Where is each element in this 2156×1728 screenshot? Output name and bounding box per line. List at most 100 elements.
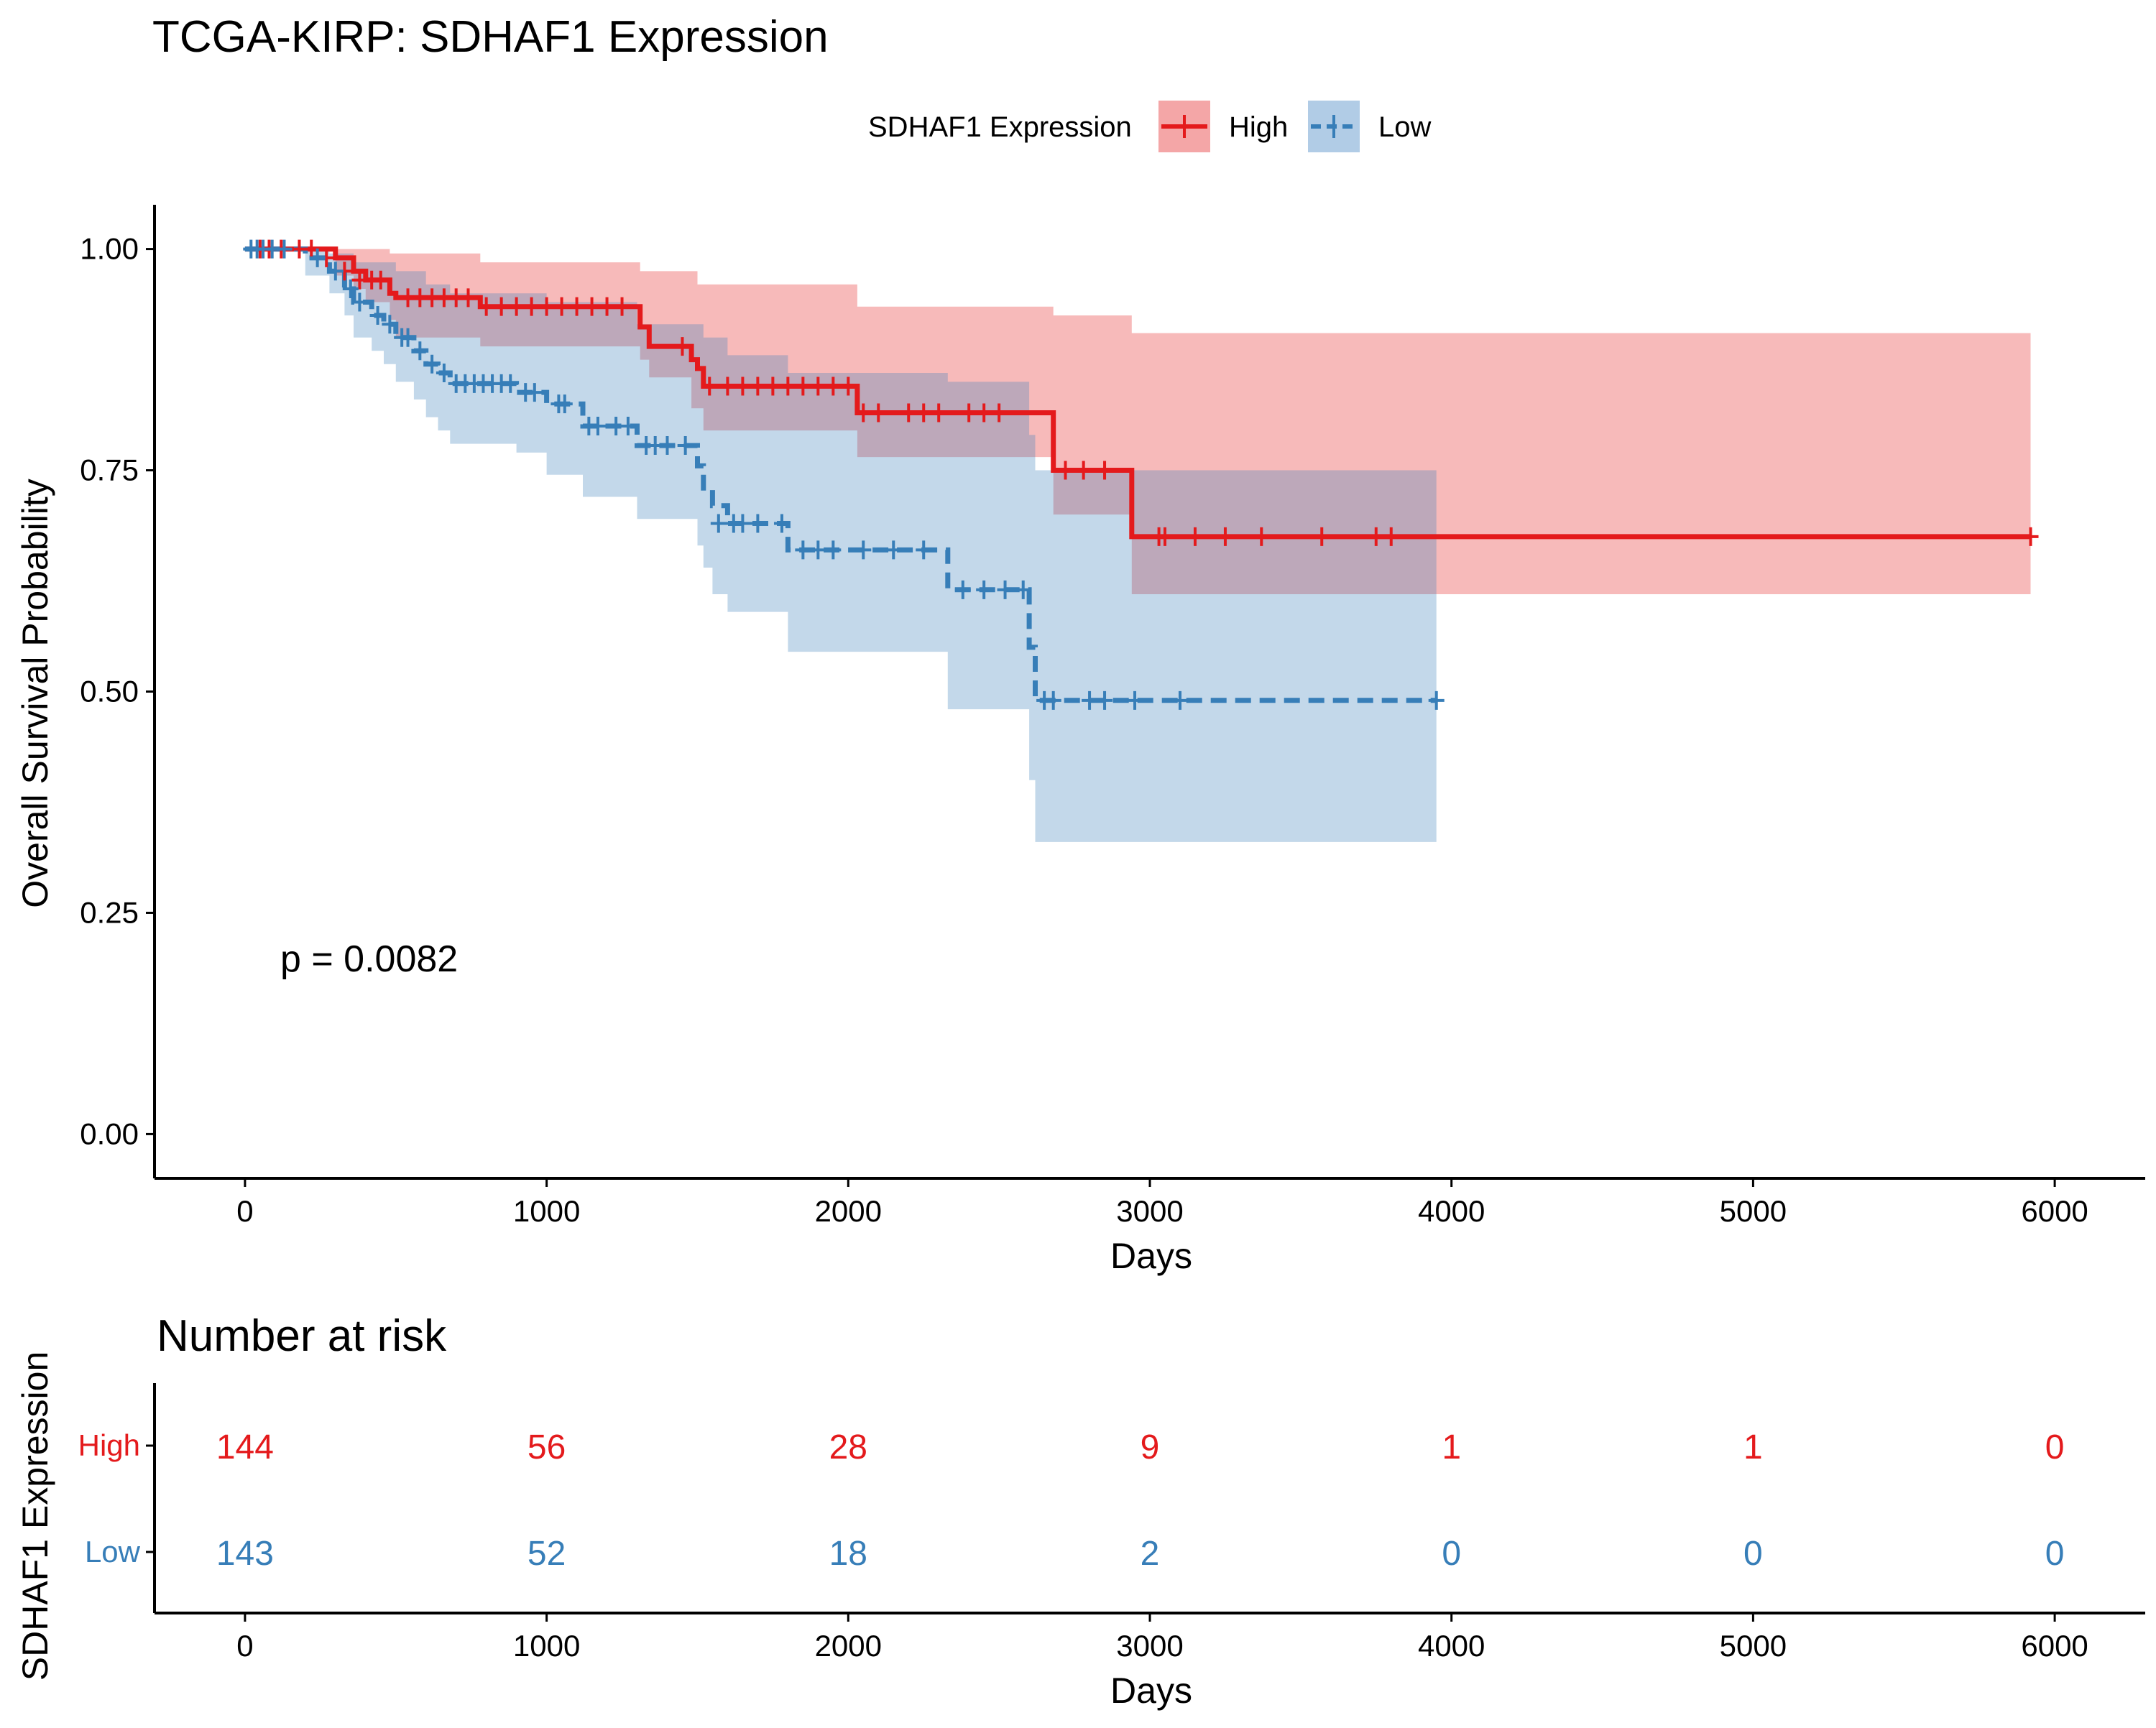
censor-mark-low	[885, 540, 902, 560]
risk-row-label-high: High	[78, 1428, 140, 1462]
censor-mark-high	[1187, 527, 1203, 546]
censor-mark-high	[1156, 527, 1173, 546]
censor-mark-low	[1171, 690, 1188, 710]
risk-table-y-label: SDHAF1 Expression	[15, 1352, 55, 1681]
x-tick-label: 2000	[815, 1194, 882, 1228]
risk-count-high: 1	[1442, 1428, 1461, 1466]
censor-mark-low	[1428, 690, 1445, 710]
censor-mark-high	[976, 403, 992, 422]
y-tick-label: 0.25	[80, 895, 139, 929]
censor-mark-high	[840, 376, 857, 396]
risk-count-high: 0	[2045, 1428, 2065, 1466]
censor-mark-high	[460, 288, 476, 308]
x-tick-label: 3000	[1116, 1194, 1183, 1228]
censor-mark-low	[659, 436, 676, 456]
censor-mark-high	[734, 376, 751, 396]
risk-count-high: 28	[829, 1428, 867, 1466]
risk-x-tick-label: 6000	[2021, 1629, 2088, 1663]
censor-mark-high	[810, 376, 826, 396]
censor-mark-low	[526, 383, 543, 402]
censor-mark-high	[584, 297, 600, 316]
risk-count-high: 1	[1743, 1428, 1763, 1466]
censor-mark-low	[351, 292, 368, 312]
risk-count-low: 0	[1442, 1535, 1461, 1573]
y-tick-label: 0.00	[80, 1117, 139, 1150]
censor-mark-high	[1097, 461, 1113, 480]
censor-mark-low	[502, 374, 519, 393]
x-tick-label: 6000	[2021, 1194, 2088, 1228]
y-axis-label: Overall Survival Probability	[15, 479, 55, 907]
censor-mark-high	[780, 376, 796, 396]
censor-mark-high	[372, 270, 389, 290]
censor-mark-low	[825, 540, 842, 560]
censor-mark-low	[710, 514, 727, 533]
censor-mark-low	[369, 305, 386, 325]
censor-mark-low	[327, 262, 344, 281]
risk-count-high: 56	[528, 1428, 566, 1466]
censor-mark-high	[674, 337, 691, 356]
censor-mark-low	[309, 248, 326, 267]
censor-mark-high	[1075, 461, 1092, 480]
censor-mark-low	[1097, 690, 1113, 710]
censor-mark-high	[553, 297, 570, 316]
legend: SDHAF1 Expression High Low	[868, 101, 1431, 152]
censor-mark-low	[1015, 580, 1031, 599]
censor-mark-low	[400, 328, 416, 347]
censor-mark-high	[855, 403, 872, 422]
censor-mark-low	[619, 416, 636, 435]
censor-mark-high	[701, 376, 718, 396]
risk-count-low: 52	[528, 1535, 566, 1573]
censor-mark-low	[1082, 690, 1098, 710]
censor-mark-high	[825, 376, 842, 396]
ci-band-low	[244, 249, 1437, 842]
censor-mark-low	[810, 540, 826, 560]
censor-mark-low	[916, 540, 932, 560]
risk-x-tick-label: 3000	[1116, 1629, 1183, 1663]
plot-axes: 0.00 0.25 0.50 0.75 1.00 0 1000 2000 3000 4000 500…	[80, 205, 2145, 1228]
y-tick-label: 0.50	[80, 675, 139, 708]
censor-mark-high	[795, 376, 811, 396]
x-tick-label: 0	[236, 1194, 253, 1228]
censor-mark-low	[795, 540, 811, 560]
risk-table-title: Number at risk	[157, 1311, 447, 1361]
censor-mark-high	[568, 297, 585, 316]
censor-mark-high	[1383, 527, 1399, 546]
censor-mark-high	[900, 403, 917, 422]
censor-mark-low	[589, 416, 606, 435]
x-tick-label: 4000	[1418, 1194, 1485, 1228]
censor-mark-low	[424, 354, 441, 374]
censor-mark-low	[954, 580, 971, 599]
risk-x-tick-label: 2000	[815, 1629, 882, 1663]
censor-mark-high	[931, 403, 947, 422]
censor-mark-high	[614, 297, 630, 316]
risk-count-low: 2	[1141, 1535, 1160, 1573]
p-value: p = 0.0082	[280, 938, 458, 980]
censor-mark-high	[991, 403, 1008, 422]
censor-mark-low	[436, 364, 452, 383]
x-axis-label: Days	[1110, 1236, 1192, 1276]
censor-mark-low	[976, 580, 992, 599]
risk-x-axis-label: Days	[1110, 1671, 1192, 1711]
censor-mark-high	[1314, 527, 1330, 546]
censor-mark-low	[342, 279, 359, 299]
censor-mark-low	[734, 514, 751, 533]
censor-mark-low	[1045, 690, 1061, 710]
risk-row-label-low: Low	[85, 1535, 141, 1568]
censor-mark-low	[773, 514, 790, 533]
censor-mark-high	[916, 403, 932, 422]
risk-count-low: 0	[1743, 1535, 1763, 1573]
censor-mark-high	[2022, 527, 2039, 546]
risk-count-high: 9	[1141, 1428, 1160, 1466]
confidence-bands	[244, 249, 2031, 842]
risk-x-tick-label: 1000	[513, 1629, 580, 1663]
censor-mark-high	[478, 297, 494, 316]
x-tick-label: 1000	[513, 1194, 580, 1228]
censor-mark-low	[997, 580, 1013, 599]
risk-count-low: 18	[829, 1535, 867, 1573]
risk-count-low: 143	[216, 1535, 274, 1573]
censor-mark-high	[1368, 527, 1384, 546]
censor-mark-low	[750, 514, 766, 533]
censor-mark-high	[1253, 527, 1270, 546]
x-tick-label: 5000	[1720, 1194, 1787, 1228]
